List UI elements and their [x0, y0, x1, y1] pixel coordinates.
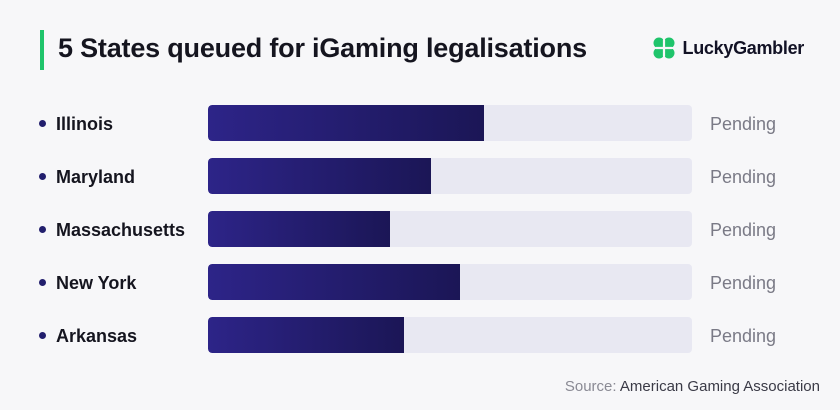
bullet-dot — [39, 173, 46, 180]
status-label: Pending — [710, 114, 777, 134]
bar-track — [208, 264, 692, 300]
bar-track — [208, 317, 692, 353]
chart-row: Maryland Pending — [0, 158, 840, 194]
status-label: Pending — [710, 220, 777, 240]
bar-track — [208, 105, 692, 141]
brand-logo[interactable]: LuckyGambler — [651, 35, 804, 61]
clover-icon — [653, 37, 675, 59]
bar — [208, 317, 404, 353]
bar — [208, 105, 484, 141]
bar-track — [208, 158, 692, 194]
category-label: Massachusetts — [56, 220, 186, 240]
chart-row: Illinois Pending — [0, 105, 840, 141]
category-label: Illinois — [56, 114, 114, 134]
source-note: Source: American Gaming Association — [565, 378, 820, 395]
bullet-dot — [39, 120, 46, 127]
bullet-dot — [39, 332, 46, 339]
chart-row: Arkansas Pending — [0, 317, 840, 353]
bar — [208, 158, 431, 194]
bar — [208, 264, 460, 300]
bullet-dot — [39, 279, 46, 286]
bullet-dot — [39, 226, 46, 233]
title-accent-bar — [40, 30, 44, 70]
status-label: Pending — [710, 273, 777, 293]
category-label: Arkansas — [56, 326, 138, 346]
bar — [208, 211, 390, 247]
source-label: Source: — [564, 378, 617, 395]
brand-name: LuckyGambler — [682, 37, 805, 58]
source-value: American Gaming Association — [619, 378, 820, 395]
bar-track — [208, 211, 692, 247]
chart-row: Massachusetts Pending — [0, 211, 840, 247]
chart-title: 5 States queued for iGaming legalisation… — [58, 33, 587, 63]
category-label: New York — [56, 273, 137, 293]
status-label: Pending — [710, 167, 777, 187]
status-label: Pending — [710, 326, 777, 346]
category-label: Maryland — [56, 167, 136, 187]
chart-row: New York Pending — [0, 264, 840, 300]
